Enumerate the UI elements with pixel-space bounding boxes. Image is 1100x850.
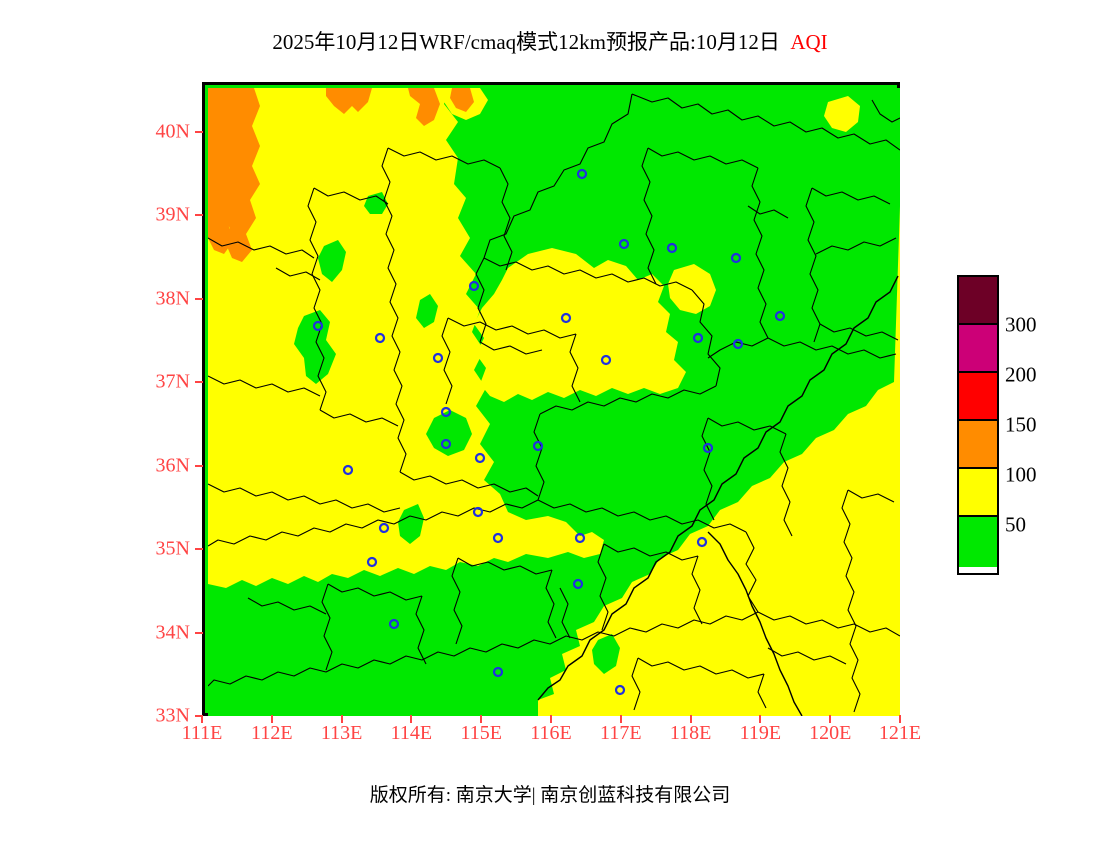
x-axis-tick-label: 116E bbox=[530, 722, 572, 744]
colorbar-band bbox=[959, 277, 997, 325]
x-axis-tick-label: 115E bbox=[460, 722, 502, 744]
x-axis-tick-label: 117E bbox=[600, 722, 642, 744]
aqi-green-island-3 bbox=[416, 294, 438, 328]
x-axis-tick-mark bbox=[340, 715, 343, 723]
x-axis-tick-mark bbox=[270, 715, 273, 723]
aqi-green-island-7 bbox=[592, 634, 620, 674]
map-plot-area bbox=[202, 82, 900, 716]
aqi-green-island-6 bbox=[524, 224, 550, 250]
colorbar-band bbox=[959, 421, 997, 469]
x-axis-tick-label: 118E bbox=[669, 722, 712, 744]
aqi-band-yellow-southeast bbox=[538, 206, 900, 716]
colorbar-tick-label: 300 bbox=[1005, 312, 1037, 337]
province-boundaries bbox=[208, 93, 900, 713]
y-axis-tick-label: 37N bbox=[155, 370, 190, 393]
aqi-band-yellow-plain bbox=[474, 248, 686, 402]
x-axis-tick-mark bbox=[480, 715, 483, 723]
aqi-band-orange-streak2 bbox=[408, 88, 440, 126]
x-axis-tick-label: 111E bbox=[181, 722, 223, 744]
colorbar-tick-label: 50 bbox=[1005, 512, 1026, 537]
colorbar-band bbox=[959, 469, 997, 517]
aqi-green-island-1 bbox=[318, 240, 346, 282]
x-axis-tick-label: 121E bbox=[878, 722, 922, 744]
colorbar-band bbox=[959, 517, 997, 567]
aqi-band-orange-streak1 bbox=[326, 88, 372, 114]
title-variable: AQI bbox=[790, 30, 828, 54]
x-axis-tick-mark bbox=[899, 715, 901, 723]
aqi-band-orange-nw2 bbox=[208, 144, 236, 254]
title-main: 2025年10月12日WRF/cmaq模式12km预报产品:10月12日 bbox=[272, 30, 780, 54]
y-axis-tick-mark bbox=[195, 381, 203, 384]
y-axis-tick-mark bbox=[195, 297, 203, 300]
y-axis-tick-label: 35N bbox=[155, 537, 190, 560]
colorbar-tick-label: 200 bbox=[1005, 362, 1037, 387]
y-axis-tick-mark bbox=[195, 131, 203, 134]
colorbar-band bbox=[959, 325, 997, 373]
x-axis-labels: 111E 112E 113E 114E 115E 116E 117E 118E 119E 120E… bbox=[0, 722, 1100, 752]
city-markers bbox=[312, 168, 786, 696]
page-title: 2025年10月12日WRF/cmaq模式12km预报产品:10月12日 AQI bbox=[0, 26, 1100, 56]
y-axis-tick-mark bbox=[195, 464, 203, 467]
colorbar bbox=[957, 275, 999, 575]
x-axis-tick-label: 112E bbox=[251, 722, 293, 744]
aqi-band-orange-streak3 bbox=[450, 88, 474, 112]
colorbar-band bbox=[959, 373, 997, 421]
aqi-green-island-5 bbox=[398, 504, 424, 544]
y-axis-tick-label: 34N bbox=[155, 621, 190, 644]
x-axis-tick-label: 113E bbox=[320, 722, 363, 744]
aqi-green-island-4 bbox=[426, 410, 472, 456]
aqi-band-orange-nw bbox=[208, 88, 260, 262]
plot-frame bbox=[202, 82, 900, 716]
y-axis-tick-label: 39N bbox=[155, 203, 190, 226]
x-axis-tick-mark bbox=[201, 715, 203, 723]
y-axis-tick-mark bbox=[195, 631, 203, 634]
x-axis-tick-label: 114E bbox=[390, 722, 433, 744]
x-axis-tick-label: 120E bbox=[809, 722, 852, 744]
aqi-band-yellow-west bbox=[208, 88, 604, 588]
x-axis-tick-mark bbox=[619, 715, 622, 723]
y-axis-tick-mark bbox=[195, 548, 203, 551]
x-axis-tick-mark bbox=[410, 715, 413, 723]
y-axis-tick-label: 40N bbox=[155, 120, 190, 143]
aqi-band-yellow-east-lobe bbox=[668, 264, 716, 314]
aqi-band-yellow-north2 bbox=[824, 96, 860, 132]
x-axis-tick-mark bbox=[759, 715, 762, 723]
aqi-contour-map bbox=[208, 88, 900, 716]
aqi-green-island-2 bbox=[294, 310, 336, 384]
coastline bbox=[537, 275, 899, 716]
y-axis-tick-mark bbox=[195, 214, 203, 217]
y-axis-tick-label: 38N bbox=[155, 287, 190, 310]
x-axis-tick-label: 119E bbox=[739, 722, 782, 744]
x-axis-tick-mark bbox=[550, 715, 552, 723]
y-axis-tick-mark bbox=[195, 715, 203, 717]
y-axis-tick-label: 36N bbox=[155, 454, 190, 477]
footer-copyright: 版权所有: 南京大学| 南京创蓝科技有限公司 bbox=[369, 785, 731, 806]
x-axis-tick-mark bbox=[689, 715, 692, 723]
colorbar-tick-label: 150 bbox=[1005, 412, 1037, 437]
colorbar-tick-label: 100 bbox=[1005, 462, 1037, 487]
y-axis-tick-label: 33N bbox=[155, 704, 190, 727]
y-axis-labels: 33N 34N 35N 36N 37N 38N 39N 40N bbox=[0, 0, 200, 850]
x-axis-tick-mark bbox=[829, 715, 832, 723]
